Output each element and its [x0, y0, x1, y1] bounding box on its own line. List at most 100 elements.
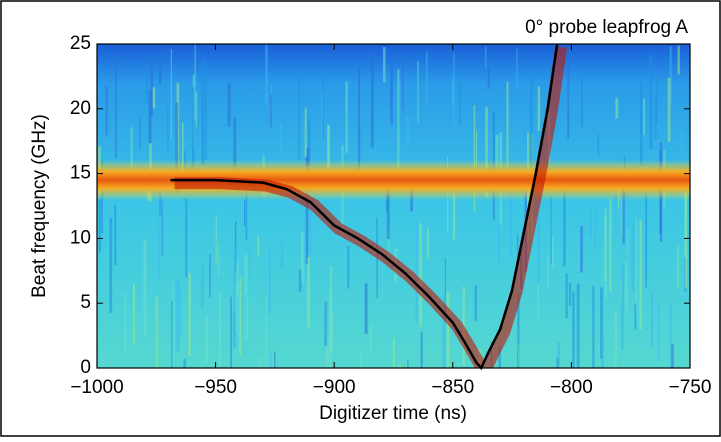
texture-streak — [167, 105, 169, 154]
texture-streak — [235, 283, 238, 332]
texture-streak — [425, 51, 428, 101]
texture-streak — [650, 291, 653, 348]
texture-streak — [415, 221, 418, 322]
texture-streak — [265, 297, 267, 368]
texture-streak — [667, 77, 671, 142]
texture-streak — [631, 223, 634, 290]
texture-streak — [537, 86, 541, 132]
texture-streak — [589, 206, 593, 239]
y-tick-label: 25 — [70, 33, 91, 54]
texture-streak — [640, 81, 643, 166]
texture-streak — [625, 261, 628, 314]
texture-streak — [265, 44, 268, 105]
texture-streak — [280, 122, 283, 190]
texture-streak — [516, 234, 519, 261]
texture-streak — [417, 61, 419, 123]
texture-streak — [205, 60, 207, 161]
texture-streak — [537, 284, 539, 325]
texture-streak — [130, 127, 133, 192]
x-axis-label: Digitizer time (ns) — [319, 403, 467, 424]
texture-streak — [506, 81, 509, 168]
texture-streak — [230, 296, 232, 368]
texture-streak — [326, 337, 329, 368]
x-tick-label: −800 — [550, 377, 593, 398]
x-tick-label: −900 — [313, 377, 356, 398]
texture-streak — [592, 286, 595, 368]
texture-streak — [594, 190, 596, 250]
texture-streak — [406, 116, 409, 146]
texture-streak — [420, 331, 423, 368]
texture-streak — [124, 292, 127, 357]
texture-streak — [615, 98, 619, 119]
texture-streak — [446, 292, 450, 368]
texture-streak — [635, 217, 638, 314]
texture-streak — [270, 94, 272, 128]
texture-streak — [270, 351, 272, 368]
texture-streak — [298, 77, 300, 160]
texture-streak — [308, 174, 312, 254]
texture-streak — [568, 282, 572, 306]
texture-streak — [426, 227, 429, 259]
texture-streak — [280, 243, 283, 270]
texture-streak — [537, 214, 540, 283]
texture-streak — [305, 156, 309, 265]
texture-streak — [218, 292, 221, 368]
texture-streak — [476, 130, 478, 184]
texture-streak — [179, 287, 181, 339]
data-line — [170, 43, 559, 371]
texture-streak — [370, 50, 374, 148]
texture-streak — [322, 73, 324, 141]
texture-streak — [236, 261, 239, 296]
texture-streak — [684, 182, 688, 289]
texture-streak — [257, 235, 260, 256]
texture-streak — [152, 87, 156, 109]
texture-streak — [382, 47, 386, 83]
texture-streak — [175, 102, 179, 194]
texture-streak — [330, 266, 332, 353]
texture-streak — [495, 134, 499, 171]
texture-streak — [509, 157, 513, 257]
texture-streak — [364, 283, 368, 334]
texture-streak — [245, 174, 248, 241]
texture-streak — [669, 46, 672, 105]
texture-streak — [183, 359, 187, 368]
texture-streak — [442, 293, 446, 368]
texture-streak — [114, 205, 117, 265]
texture-streak — [550, 197, 552, 264]
texture-streak — [170, 48, 172, 141]
texture-streak — [115, 53, 117, 159]
texture-streak — [217, 244, 220, 276]
texture-streak — [530, 79, 533, 169]
texture-streak — [487, 68, 490, 89]
texture-streak — [453, 186, 456, 241]
texture-streak — [473, 105, 476, 212]
texture-streak — [669, 302, 672, 368]
texture-streak — [552, 236, 554, 269]
texture-streak — [205, 316, 209, 363]
texture-streak — [181, 122, 184, 189]
texture-streak — [639, 220, 642, 330]
texture-streak — [172, 280, 174, 368]
texture-streak — [188, 273, 191, 356]
texture-streak — [547, 255, 549, 288]
texture-streak — [158, 190, 160, 280]
axes-box — [96, 43, 691, 369]
texture-streak — [657, 304, 660, 362]
texture-streak — [485, 106, 488, 198]
y-tick-label: 10 — [70, 227, 91, 248]
texture-streak — [387, 225, 390, 257]
texture-streak — [227, 82, 231, 127]
texture-streak — [474, 285, 477, 321]
x-tick-label: −850 — [431, 377, 474, 398]
texture-streak — [485, 46, 487, 69]
texture-streak — [194, 44, 196, 121]
texture-streak — [215, 214, 217, 264]
texture-streak — [370, 324, 373, 355]
texture-streak — [614, 310, 617, 366]
texture-streak — [563, 365, 566, 368]
texture-streak — [517, 294, 520, 368]
texture-streak — [677, 45, 680, 75]
texture-streak — [244, 254, 248, 295]
texture-streak — [576, 283, 580, 368]
texture-streak — [597, 134, 600, 157]
